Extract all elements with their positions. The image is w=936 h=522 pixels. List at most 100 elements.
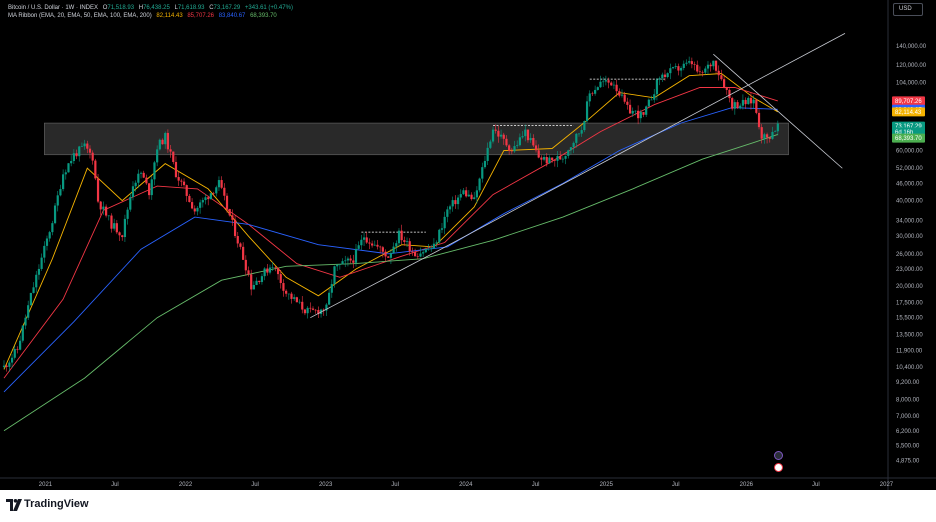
candle-body[interactable]: [706, 64, 710, 69]
candle-body[interactable]: [690, 61, 693, 65]
candle-body[interactable]: [212, 193, 215, 194]
candle-body[interactable]: [244, 259, 247, 271]
candle-body[interactable]: [505, 138, 508, 146]
candle-body[interactable]: [575, 133, 578, 143]
candle-body[interactable]: [553, 160, 556, 161]
candle-body[interactable]: [180, 180, 183, 182]
candle-body[interactable]: [537, 150, 540, 158]
candle-body[interactable]: [637, 110, 640, 119]
candle-body[interactable]: [473, 197, 476, 200]
candle-body[interactable]: [199, 202, 202, 208]
candle-body[interactable]: [720, 75, 723, 80]
candle-body[interactable]: [172, 151, 175, 162]
candle-body[interactable]: [516, 145, 519, 147]
candle-body[interactable]: [658, 78, 661, 80]
candle-body[interactable]: [567, 150, 570, 156]
candle-body[interactable]: [387, 256, 390, 258]
candle-body[interactable]: [242, 246, 245, 260]
candle-body[interactable]: [67, 163, 70, 173]
candle-body[interactable]: [45, 238, 49, 246]
candle-body[interactable]: [467, 194, 470, 197]
candle-body[interactable]: [615, 84, 618, 92]
candle-body[interactable]: [16, 348, 19, 350]
candle-body[interactable]: [749, 97, 753, 104]
trendline[interactable]: [436, 33, 846, 252]
candle-body[interactable]: [314, 309, 317, 311]
candle-body[interactable]: [551, 157, 554, 161]
candle-body[interactable]: [650, 99, 653, 101]
candle-body[interactable]: [534, 145, 538, 151]
candle-body[interactable]: [456, 197, 460, 205]
candle-body[interactable]: [102, 206, 105, 210]
candle-body[interactable]: [29, 292, 32, 306]
candle-body[interactable]: [105, 206, 108, 216]
candle-body[interactable]: [747, 97, 750, 105]
candle-body[interactable]: [142, 172, 145, 178]
flag-icon[interactable]: [774, 463, 783, 472]
candle-body[interactable]: [685, 62, 688, 64]
candle-body[interactable]: [185, 185, 188, 196]
candle-body[interactable]: [193, 208, 196, 212]
candle-body[interactable]: [540, 157, 543, 160]
candle-body[interactable]: [454, 200, 457, 205]
candle-body[interactable]: [27, 305, 30, 318]
candle-body[interactable]: [21, 325, 24, 341]
candle-body[interactable]: [145, 177, 148, 184]
candle-body[interactable]: [604, 80, 607, 82]
candle-body[interactable]: [744, 99, 747, 105]
candle-body[interactable]: [279, 274, 282, 284]
candle-body[interactable]: [207, 197, 210, 200]
candle-body[interactable]: [113, 223, 116, 229]
candle-body[interactable]: [131, 186, 135, 198]
candle-body[interactable]: [494, 129, 497, 131]
candle-body[interactable]: [373, 244, 376, 246]
candle-body[interactable]: [306, 307, 309, 314]
candle-body[interactable]: [86, 143, 89, 149]
candle-body[interactable]: [465, 190, 468, 197]
candle-body[interactable]: [430, 248, 433, 249]
candle-body[interactable]: [271, 267, 274, 268]
candle-body[interactable]: [362, 237, 366, 240]
candle-body[interactable]: [677, 66, 680, 71]
ema-line[interactable]: [3, 107, 778, 393]
candle-body[interactable]: [663, 74, 667, 78]
candle-body[interactable]: [379, 246, 382, 248]
candle-body[interactable]: [739, 105, 742, 109]
candle-body[interactable]: [510, 150, 513, 152]
candle-body[interactable]: [121, 235, 124, 238]
candle-body[interactable]: [698, 71, 702, 73]
ema-line[interactable]: [3, 87, 778, 379]
candle-body[interactable]: [368, 242, 371, 244]
candle-body[interactable]: [623, 94, 626, 102]
candle-body[interactable]: [298, 301, 301, 303]
candle-body[interactable]: [293, 297, 296, 299]
candle-body[interactable]: [129, 197, 132, 210]
candle-body[interactable]: [70, 161, 73, 164]
candle-body[interactable]: [134, 182, 137, 187]
candle-body[interactable]: [757, 112, 761, 128]
candle-body[interactable]: [328, 292, 331, 305]
candle-body[interactable]: [107, 215, 110, 217]
candle-body[interactable]: [607, 80, 610, 83]
candle-body[interactable]: [266, 268, 269, 273]
candle-body[interactable]: [247, 270, 250, 275]
candle-body[interactable]: [462, 190, 465, 195]
candle-body[interactable]: [156, 149, 159, 163]
candle-body[interactable]: [669, 68, 672, 74]
candle-body[interactable]: [424, 248, 427, 253]
candle-body[interactable]: [252, 284, 255, 290]
candle-body[interactable]: [776, 123, 779, 132]
candle-body[interactable]: [389, 253, 393, 258]
candle-body[interactable]: [771, 131, 774, 139]
candle-body[interactable]: [215, 187, 218, 194]
candle-body[interactable]: [470, 194, 473, 200]
candle-body[interactable]: [51, 223, 54, 233]
candle-body[interactable]: [336, 264, 339, 267]
candle-body[interactable]: [483, 160, 487, 168]
candle-body[interactable]: [405, 241, 409, 242]
candle-body[interactable]: [526, 129, 530, 141]
candle-body[interactable]: [357, 245, 360, 249]
candle-body[interactable]: [755, 99, 758, 113]
tradingview-logo-icon[interactable]: [6, 499, 24, 511]
candle-body[interactable]: [655, 79, 659, 95]
